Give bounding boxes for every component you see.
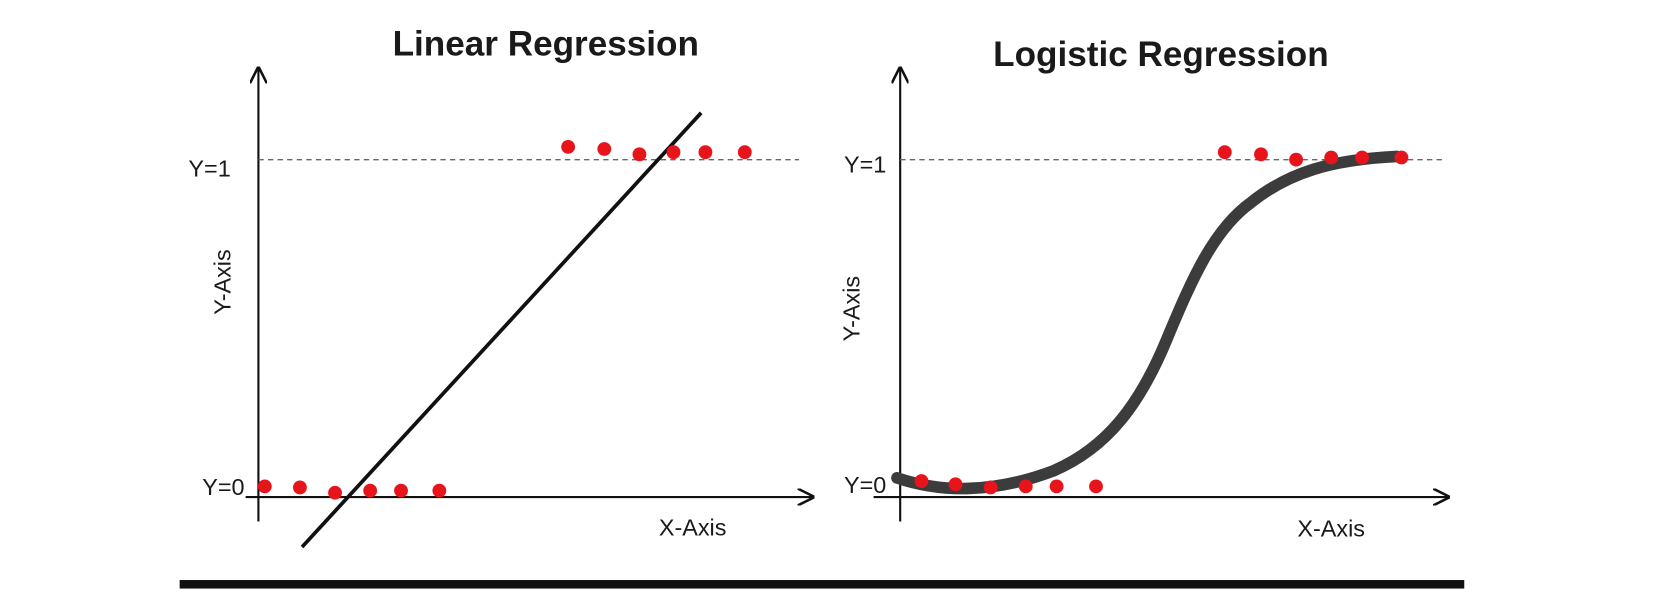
logistic-panel: Logistic Regression Y=1 Y=0 Y-Axis X-Axi…	[839, 35, 1449, 541]
y-axis-label: Y-Axis	[839, 276, 865, 341]
y-high-label: Y=1	[188, 156, 230, 182]
panel-title: Linear Regression	[393, 24, 699, 63]
y-low-label: Y=0	[844, 472, 886, 498]
y-high-label: Y=1	[844, 151, 886, 177]
bottom-bar	[179, 580, 1465, 589]
sigmoid-curve	[891, 150, 1404, 495]
y-axis-label: Y-Axis	[210, 249, 236, 314]
x-axis-label: X-Axis	[659, 514, 727, 540]
data-points	[257, 139, 752, 500]
data-points	[914, 145, 1409, 495]
regression-line	[300, 111, 703, 549]
panel-title: Logistic Regression	[993, 35, 1329, 74]
y-low-label: Y=0	[202, 474, 244, 500]
linear-panel: Linear Regression Y=1 Y=0 Y-Axis X-Axis	[188, 24, 812, 549]
x-axis-label: X-Axis	[1297, 515, 1365, 541]
